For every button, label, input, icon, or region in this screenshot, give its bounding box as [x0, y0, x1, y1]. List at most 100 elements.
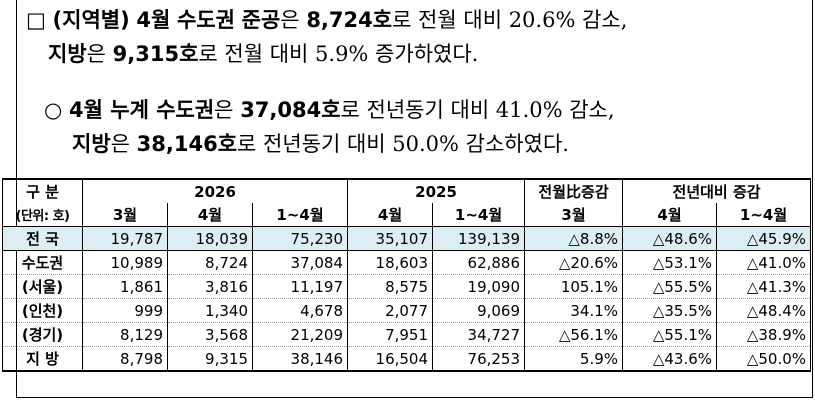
- table-row-capital: 수도권 10,989 8,724 37,084 18,603 62,886 △2…: [2, 250, 812, 275]
- table-cell: 10,989: [82, 250, 168, 275]
- paragraph-local-completion: 지방은 9,315호로 전월 대비 5.9% 증가하였다.: [48, 38, 478, 71]
- table-cell: 19,787: [82, 226, 168, 251]
- particle: 은: [214, 98, 234, 122]
- row-label: (경기): [2, 322, 83, 347]
- particle: 은: [280, 8, 300, 32]
- section-label: (지역별): [52, 8, 130, 32]
- highlight-value: 8,724호: [306, 8, 393, 32]
- square-bullet: □: [26, 8, 46, 32]
- table-cell: △41.3%: [716, 274, 812, 299]
- sentence-tail: 로 전월 대비 5.9% 증가하였다.: [198, 42, 479, 66]
- table-cell: △38.9%: [716, 322, 812, 347]
- table-cell: 105.1%: [524, 274, 624, 299]
- header-period: 3월: [82, 203, 168, 227]
- header-year-2025: 2025: [347, 178, 526, 203]
- table-cell: 5.9%: [524, 346, 624, 372]
- region-label: 지방: [72, 132, 111, 156]
- table-cell: △45.9%: [716, 226, 812, 251]
- circle-bullet: ○: [44, 98, 63, 122]
- table-cell: 37,084: [251, 250, 349, 275]
- header-period: 1~4월: [432, 203, 526, 227]
- table-row-gyeonggi: (경기) 8,129 3,568 21,209 7,951 34,727 △56…: [2, 322, 812, 347]
- row-label: 지 방: [2, 346, 83, 372]
- header-category: 구 분: [2, 178, 83, 203]
- table-cell: 1,340: [167, 298, 253, 323]
- header-yoy-change: 전년대비 증감: [622, 178, 812, 203]
- table-cell: 8,724: [167, 250, 253, 275]
- table-cell: △55.1%: [622, 322, 718, 347]
- header-period: 4월: [167, 203, 253, 227]
- table-cell: △8.8%: [524, 226, 624, 251]
- table-cell: 8,798: [82, 346, 168, 372]
- particle: 은: [86, 42, 106, 66]
- table-cell: 38,146: [251, 346, 349, 372]
- highlight-value: 9,315호: [112, 42, 199, 66]
- highlight-value: 37,084호: [240, 98, 341, 122]
- table-cell: △50.0%: [716, 346, 812, 372]
- header-period: 1~4월: [251, 203, 349, 227]
- kind-label: 준공: [241, 8, 281, 32]
- header-mom-change: 전월比증감: [524, 178, 624, 203]
- region-label: 지방: [48, 42, 87, 66]
- table-cell: 19,090: [432, 274, 526, 299]
- table-cell: 9,069: [432, 298, 526, 323]
- header-period: 1~4월: [716, 203, 812, 227]
- table-cell: 2,077: [347, 298, 434, 323]
- table-cell: 16,504: [347, 346, 434, 372]
- sentence-tail: 로 전년동기 대비 50.0% 감소하였다.: [237, 132, 569, 156]
- table-cell: △41.0%: [716, 250, 812, 275]
- table-cell: △56.1%: [524, 322, 624, 347]
- table-cell: 34.1%: [524, 298, 624, 323]
- table-row-local: 지 방 8,798 9,315 38,146 16,504 76,253 5.9…: [2, 346, 812, 372]
- table-cell: 11,197: [251, 274, 349, 299]
- row-label: 수도권: [2, 250, 83, 275]
- header-period: 4월: [622, 203, 718, 227]
- table-cell: 3,568: [167, 322, 253, 347]
- header-year-2026: 2026: [81, 178, 349, 203]
- header-unit: (단위: 호): [2, 203, 83, 227]
- header-period: 4월: [347, 203, 434, 227]
- table-row-incheon: (인천) 999 1,340 4,678 2,077 9,069 34.1% △…: [2, 298, 812, 323]
- table-cell: △48.4%: [716, 298, 812, 323]
- header-row-periods: (단위: 호) 3월 4월 1~4월 4월 1~4월 3월 4월 1~4월: [2, 203, 812, 227]
- paragraph-regional-completion: □ (지역별) 4월 수도권 준공은 8,724호로 전월 대비 20.6% 감…: [26, 4, 627, 37]
- sentence-tail: 로 전월 대비 20.6% 감소,: [392, 8, 628, 32]
- table-cell: 34,727: [432, 322, 526, 347]
- table-cell: 35,107: [347, 226, 434, 251]
- table-cell: 75,230: [251, 226, 349, 251]
- row-label: (서울): [2, 274, 83, 299]
- table-cell: 8,129: [82, 322, 168, 347]
- region-label: 수도권: [177, 8, 235, 32]
- table-cell: 7,951: [347, 322, 434, 347]
- table-cell: 999: [82, 298, 168, 323]
- table-cell: 18,039: [167, 226, 253, 251]
- cumulative-label: 4월 누계 수도권: [69, 98, 215, 122]
- completion-stats-table: 구 분 2026 2025 전월比증감 전년대비 증감 (단위: 호) 3월 4…: [2, 178, 812, 372]
- table-row-national: 전 국 19,787 18,039 75,230 35,107 139,139 …: [2, 226, 812, 251]
- table-cell: 8,575: [347, 274, 434, 299]
- header-period: 3월: [524, 203, 624, 227]
- table-cell: △48.6%: [622, 226, 718, 251]
- table-cell: 62,886: [432, 250, 526, 275]
- paragraph-cumulative-capital: ○ 4월 누계 수도권은 37,084호로 전년동기 대비 41.0% 감소,: [44, 94, 615, 127]
- table-cell: 21,209: [251, 322, 349, 347]
- highlight-value: 38,146호: [136, 132, 238, 156]
- table-cell: 18,603: [347, 250, 434, 275]
- table-cell: 139,139: [432, 226, 526, 251]
- row-label: 전 국: [2, 226, 83, 251]
- table-cell: 76,253: [432, 346, 526, 372]
- sentence-tail: 로 전년동기 대비 41.0% 감소,: [340, 98, 615, 122]
- row-label: (인천): [2, 298, 83, 323]
- table-cell: △53.1%: [622, 250, 718, 275]
- table-cell: 3,816: [167, 274, 253, 299]
- paragraph-cumulative-local: 지방은 38,146호로 전년동기 대비 50.0% 감소하였다.: [72, 128, 569, 161]
- table-cell: △35.5%: [622, 298, 718, 323]
- table-cell: 4,678: [251, 298, 349, 323]
- table-cell: △43.6%: [622, 346, 718, 372]
- table-cell: △20.6%: [524, 250, 624, 275]
- table-cell: △55.5%: [622, 274, 718, 299]
- table-row-seoul: (서울) 1,861 3,816 11,197 8,575 19,090 105…: [2, 274, 812, 299]
- particle: 은: [110, 132, 130, 156]
- month-label: 4월: [136, 8, 171, 32]
- table-cell: 1,861: [82, 274, 168, 299]
